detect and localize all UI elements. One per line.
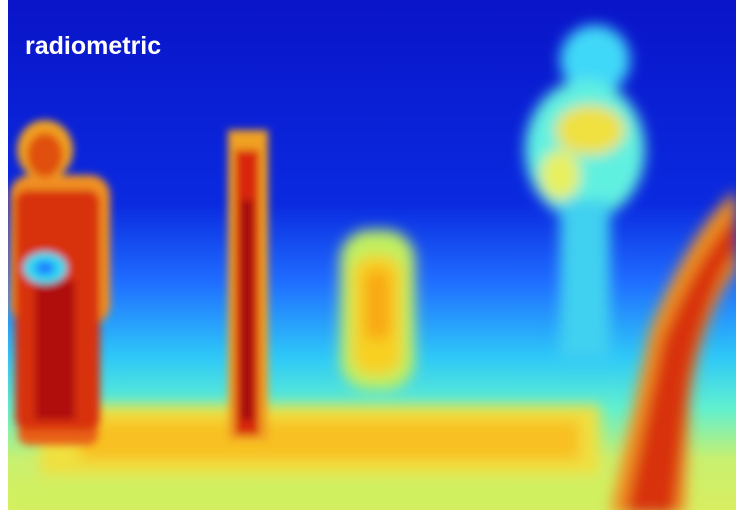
image-content <box>8 0 736 510</box>
image-label: radiometric <box>25 32 161 60</box>
warm-object <box>340 230 415 390</box>
person <box>10 120 110 445</box>
warm-arch <box>610 190 736 510</box>
warm-pole <box>228 130 268 440</box>
floor-heat <box>8 405 628 510</box>
distant-person <box>525 25 645 360</box>
